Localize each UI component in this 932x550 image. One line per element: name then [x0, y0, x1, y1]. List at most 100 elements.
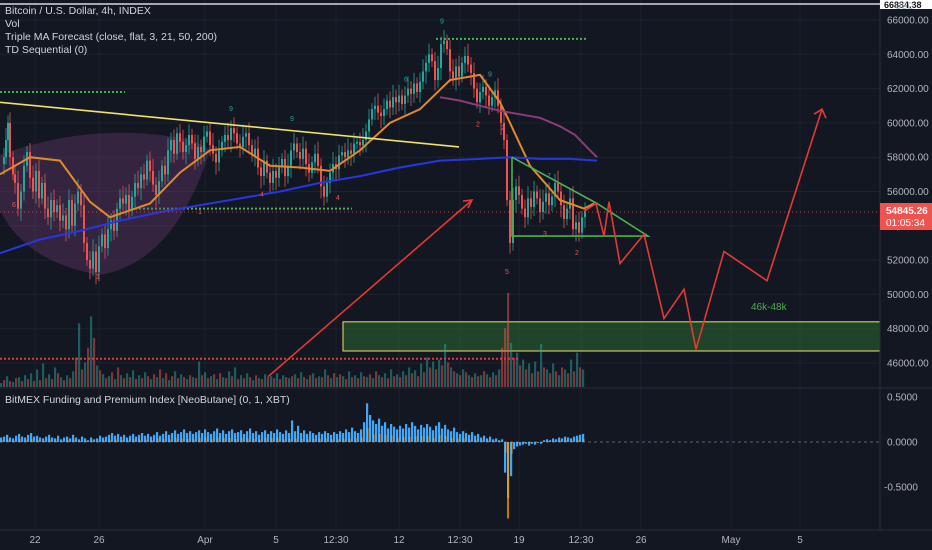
- moving-averages: [0, 73, 598, 255]
- volume-bar: [300, 372, 303, 387]
- candle-body: [476, 88, 478, 103]
- time-tick-3: 5: [273, 535, 279, 546]
- volume-bar: [204, 372, 207, 387]
- candle-body: [194, 143, 196, 159]
- candle-body: [62, 215, 64, 221]
- candle-body: [524, 208, 526, 218]
- td-label: 3: [543, 231, 547, 238]
- candle-body: [155, 184, 157, 195]
- candle-body: [38, 170, 40, 199]
- candle-body: [107, 229, 109, 249]
- premium-bar: [25, 440, 27, 442]
- premium-bar: [571, 440, 573, 442]
- premium-bar: [373, 434, 375, 442]
- candle-body: [371, 109, 373, 120]
- forecast-line: [583, 108, 823, 350]
- premium-bar: [577, 439, 579, 442]
- funding-bar: [231, 429, 234, 442]
- candle-body: [134, 182, 136, 197]
- candle-body: [14, 174, 16, 183]
- volume-bar: [150, 379, 153, 387]
- candle-body: [71, 200, 73, 226]
- funding-bar: [387, 428, 390, 442]
- volume-bar: [525, 369, 528, 387]
- volume-bar: [348, 371, 351, 387]
- price-tick-8: 62000.00: [887, 84, 929, 95]
- cup-pattern-shading: [0, 132, 210, 275]
- funding-bar: [138, 434, 141, 442]
- funding-bar: [171, 433, 174, 442]
- chart-title: Bitcoin / U.S. Dollar, 4h, INDEX: [5, 5, 151, 17]
- volume-bar: [513, 357, 516, 387]
- volume-bar: [546, 369, 549, 387]
- volume-bar: [114, 379, 117, 387]
- volume-bar: [303, 377, 306, 387]
- td-label: 2: [575, 250, 579, 257]
- volume-bar: [411, 373, 414, 387]
- premium-bar: [67, 440, 69, 442]
- volume-bar: [24, 375, 27, 387]
- candle-body: [224, 134, 226, 142]
- funding-bar: [516, 442, 519, 447]
- premium-bar: [211, 439, 213, 442]
- volume-bar: [198, 361, 201, 387]
- volume-bar: [87, 347, 90, 387]
- candle-body: [482, 86, 484, 93]
- candle-body: [17, 182, 19, 209]
- volume-bar: [267, 377, 270, 387]
- time-axis[interactable]: 22 26 Apr 5 12:30 12 12:30 19 12:30 26 May 5: [29, 535, 803, 546]
- volume-bar: [51, 379, 54, 387]
- volume-bar: [219, 373, 222, 387]
- funding-bar: [282, 433, 285, 442]
- premium-bar: [451, 438, 453, 442]
- premium-bar: [241, 437, 243, 442]
- td-label: 4: [336, 195, 340, 202]
- funding-bar: [129, 435, 132, 442]
- funding-bar: [147, 433, 150, 442]
- volume-bar: [234, 367, 237, 387]
- candle-body: [584, 211, 586, 218]
- funding-bar: [327, 433, 330, 442]
- volume-bar: [387, 378, 390, 387]
- price-tick-9: 64000.00: [887, 50, 929, 61]
- funding-bar: [120, 436, 123, 442]
- funding-bar: [396, 429, 399, 442]
- time-tick-0: 22: [29, 535, 41, 546]
- volume-bar: [30, 373, 33, 387]
- premium-bar: [433, 437, 435, 442]
- candle-body: [416, 83, 418, 93]
- funding-bar: [318, 432, 321, 442]
- candle-body: [122, 198, 124, 204]
- funding-bar: [474, 435, 477, 442]
- premium-bar: [511, 442, 513, 454]
- funding-bar: [81, 436, 84, 442]
- volume-bar: [72, 371, 75, 387]
- premium-bar: [331, 439, 333, 442]
- volume-bar: [534, 361, 537, 387]
- funding-bar: [66, 436, 69, 442]
- forecast-path: [583, 108, 827, 350]
- volume-bar: [486, 374, 489, 387]
- premium-bar: [343, 438, 345, 442]
- volume-bar: [183, 377, 186, 387]
- funding-axis[interactable]: 0.5000 0.0000 -0.5000: [884, 393, 918, 494]
- volume-bar: [312, 373, 315, 387]
- premium-bar: [463, 438, 465, 442]
- volume-bar: [468, 375, 471, 387]
- volume-bar: [552, 363, 555, 387]
- volume-bar: [84, 362, 87, 387]
- candle-body: [215, 153, 217, 163]
- funding-bar: [342, 433, 345, 442]
- volume-bar: [132, 370, 135, 387]
- premium-bar: [109, 439, 111, 442]
- candle-body: [311, 162, 313, 173]
- premium-bar: [175, 437, 177, 442]
- candle-body: [473, 73, 475, 89]
- candle-body: [170, 140, 172, 151]
- premium-bar: [61, 441, 63, 442]
- candle-body: [227, 134, 229, 141]
- funding-bar: [288, 433, 291, 442]
- candle-body: [323, 186, 325, 197]
- candle-body: [188, 134, 190, 146]
